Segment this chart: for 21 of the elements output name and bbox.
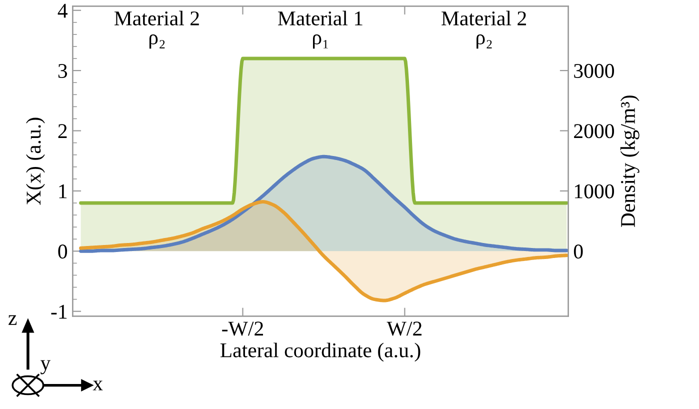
y-tick-label: 4: [58, 4, 68, 18]
y-tick-label: 3: [58, 64, 68, 78]
x-tick-label: -W/2: [222, 322, 264, 336]
y-tick-label: 0: [58, 244, 68, 259]
annotation: Material 2 ρ₂: [114, 10, 199, 49]
y2-tick-label: 0: [574, 244, 583, 259]
text: z: [8, 315, 17, 325]
y-axis-title: X(x) (a.u.): [26, 118, 45, 205]
y-tick-label: 2: [58, 124, 67, 138]
x-tick-label: W/2: [386, 322, 422, 336]
y2-tick-label: 1000: [574, 184, 614, 198]
y2-tick-label: 2000: [574, 124, 614, 138]
y2-axis-title: Density (kg/m³): [620, 96, 640, 228]
annotation: Material 1 ρ₁: [278, 10, 362, 49]
x-axis-title: Lateral coordinate (a.u.): [220, 342, 420, 362]
y2-tick-label: 3000: [574, 64, 614, 78]
text: y: [40, 360, 51, 374]
y-tick-label: 1: [59, 184, 67, 198]
text: x: [92, 380, 103, 390]
y-tick-label: -1: [51, 304, 67, 319]
annotation: Material 2 ρ₂: [442, 10, 526, 49]
